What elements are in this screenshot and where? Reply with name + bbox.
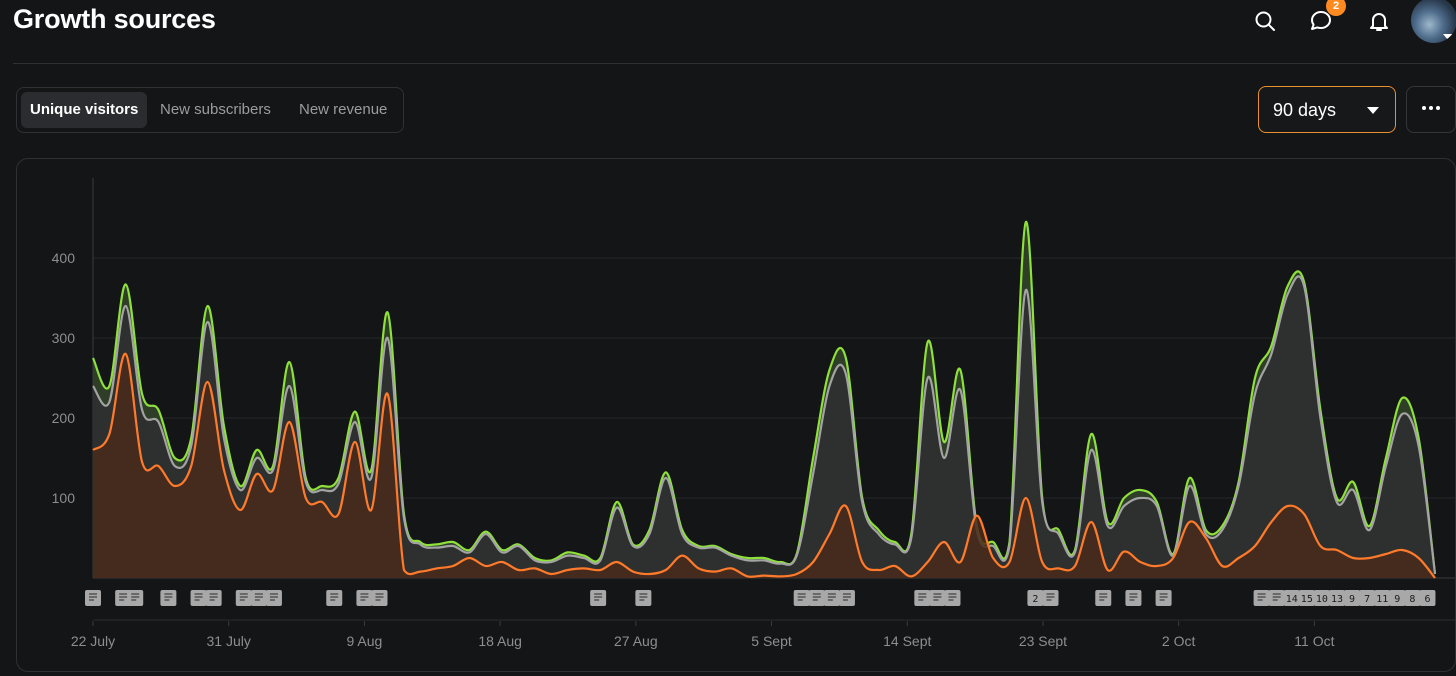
post-marker bbox=[1419, 590, 1436, 606]
post-marker bbox=[808, 590, 825, 606]
x-tick-label: 31 July bbox=[207, 633, 251, 649]
post-marker bbox=[1155, 590, 1172, 606]
bell-icon[interactable] bbox=[1364, 6, 1394, 36]
post-marker bbox=[1027, 590, 1044, 606]
post-marker bbox=[1125, 590, 1142, 606]
avatar[interactable] bbox=[1411, 0, 1456, 43]
post-marker bbox=[793, 590, 810, 606]
x-tick-label: 11 Oct bbox=[1294, 633, 1334, 649]
growth-chart-card: 100 200 300 400 22 July 31 July 9 Aug 18 Aug 27 … bbox=[16, 158, 1456, 672]
post-marker-count: 15 bbox=[1301, 594, 1313, 605]
post-marker bbox=[1328, 590, 1345, 606]
y-tick-label: 200 bbox=[52, 410, 76, 426]
more-options-button[interactable] bbox=[1406, 86, 1456, 133]
post-marker bbox=[929, 590, 946, 606]
post-marker bbox=[1344, 590, 1361, 606]
post-marker bbox=[635, 590, 652, 606]
post-marker bbox=[356, 590, 373, 606]
post-marker bbox=[190, 590, 207, 606]
post-marker-count: 13 bbox=[1331, 594, 1343, 605]
post-marker-count: 14 bbox=[1286, 594, 1298, 605]
post-marker bbox=[838, 590, 855, 606]
x-tick-label: 2 Oct bbox=[1162, 633, 1196, 649]
post-marker bbox=[160, 590, 177, 606]
x-tick-label: 14 Sept bbox=[883, 633, 931, 649]
post-marker bbox=[823, 590, 840, 606]
x-tick-label: 22 July bbox=[71, 633, 115, 649]
page-title: Growth sources bbox=[13, 4, 216, 34]
post-marker-count: 11 bbox=[1376, 594, 1388, 605]
post-marker bbox=[235, 590, 252, 606]
post-marker bbox=[1042, 590, 1059, 606]
y-tick-label: 100 bbox=[52, 490, 76, 506]
post-marker bbox=[127, 590, 144, 606]
post-marker bbox=[205, 590, 222, 606]
post-marker-count: 6 bbox=[1424, 594, 1430, 605]
y-tick-label: 300 bbox=[52, 330, 76, 346]
post-marker bbox=[1095, 590, 1112, 606]
x-tick-label: 18 Aug bbox=[478, 633, 522, 649]
header-divider bbox=[13, 63, 1456, 64]
x-tick-label: 5 Sept bbox=[751, 633, 792, 649]
post-marker bbox=[265, 590, 282, 606]
tab-new-subscribers[interactable]: New subscribers bbox=[160, 101, 271, 118]
growth-chart: 100 200 300 400 22 July 31 July 9 Aug 18 Aug 27 … bbox=[52, 178, 1455, 649]
post-marker bbox=[371, 590, 388, 606]
post-marker bbox=[590, 590, 607, 606]
date-range-label: 90 days bbox=[1273, 100, 1337, 120]
chevron-down-icon bbox=[1443, 34, 1453, 40]
post-marker bbox=[1404, 590, 1421, 606]
post-marker-count: 7 bbox=[1364, 594, 1370, 605]
header: Growth sources 2 bbox=[0, 0, 1456, 64]
post-marker bbox=[1283, 590, 1300, 606]
x-tick-label: 27 Aug bbox=[614, 633, 658, 649]
chat-icon[interactable] bbox=[1306, 6, 1336, 36]
post-marker bbox=[326, 590, 343, 606]
post-marker bbox=[1359, 590, 1376, 606]
series-area bbox=[93, 276, 1435, 578]
metric-tabs: Unique visitors New subscribers New reve… bbox=[16, 87, 404, 133]
post-marker-count: 9 bbox=[1349, 594, 1355, 605]
notification-badge: 2 bbox=[1326, 0, 1346, 16]
post-marker bbox=[1313, 590, 1330, 606]
series-area bbox=[93, 353, 1435, 578]
post-marker bbox=[1268, 590, 1285, 606]
post-marker bbox=[1253, 590, 1270, 606]
chevron-down-icon bbox=[1367, 107, 1379, 114]
post-marker-count: 8 bbox=[1409, 594, 1415, 605]
post-marker-count: 10 bbox=[1316, 594, 1328, 605]
y-tick-label: 400 bbox=[52, 250, 76, 266]
ellipsis-icon bbox=[1422, 106, 1443, 110]
x-tick-label: 9 Aug bbox=[347, 633, 383, 649]
date-range-select[interactable]: 90 days bbox=[1258, 86, 1396, 133]
post-marker bbox=[85, 590, 101, 606]
post-marker bbox=[1389, 590, 1406, 606]
post-marker bbox=[914, 590, 931, 606]
post-marker-count: 9 bbox=[1394, 594, 1400, 605]
search-icon[interactable] bbox=[1250, 6, 1280, 36]
x-tick-label: 23 Sept bbox=[1019, 633, 1067, 649]
post-marker bbox=[1298, 590, 1315, 606]
post-marker bbox=[250, 590, 267, 606]
series-line bbox=[92, 352, 1436, 579]
series-line bbox=[92, 275, 1437, 575]
post-marker bbox=[944, 590, 961, 606]
post-marker-count: 2 bbox=[1032, 594, 1038, 605]
tab-unique-visitors[interactable]: Unique visitors bbox=[21, 92, 148, 128]
tab-new-revenue[interactable]: New revenue bbox=[299, 101, 388, 118]
post-marker bbox=[1374, 590, 1391, 606]
